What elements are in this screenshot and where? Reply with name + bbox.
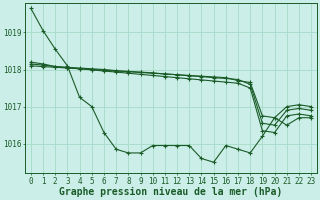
X-axis label: Graphe pression niveau de la mer (hPa): Graphe pression niveau de la mer (hPa) bbox=[60, 187, 283, 197]
